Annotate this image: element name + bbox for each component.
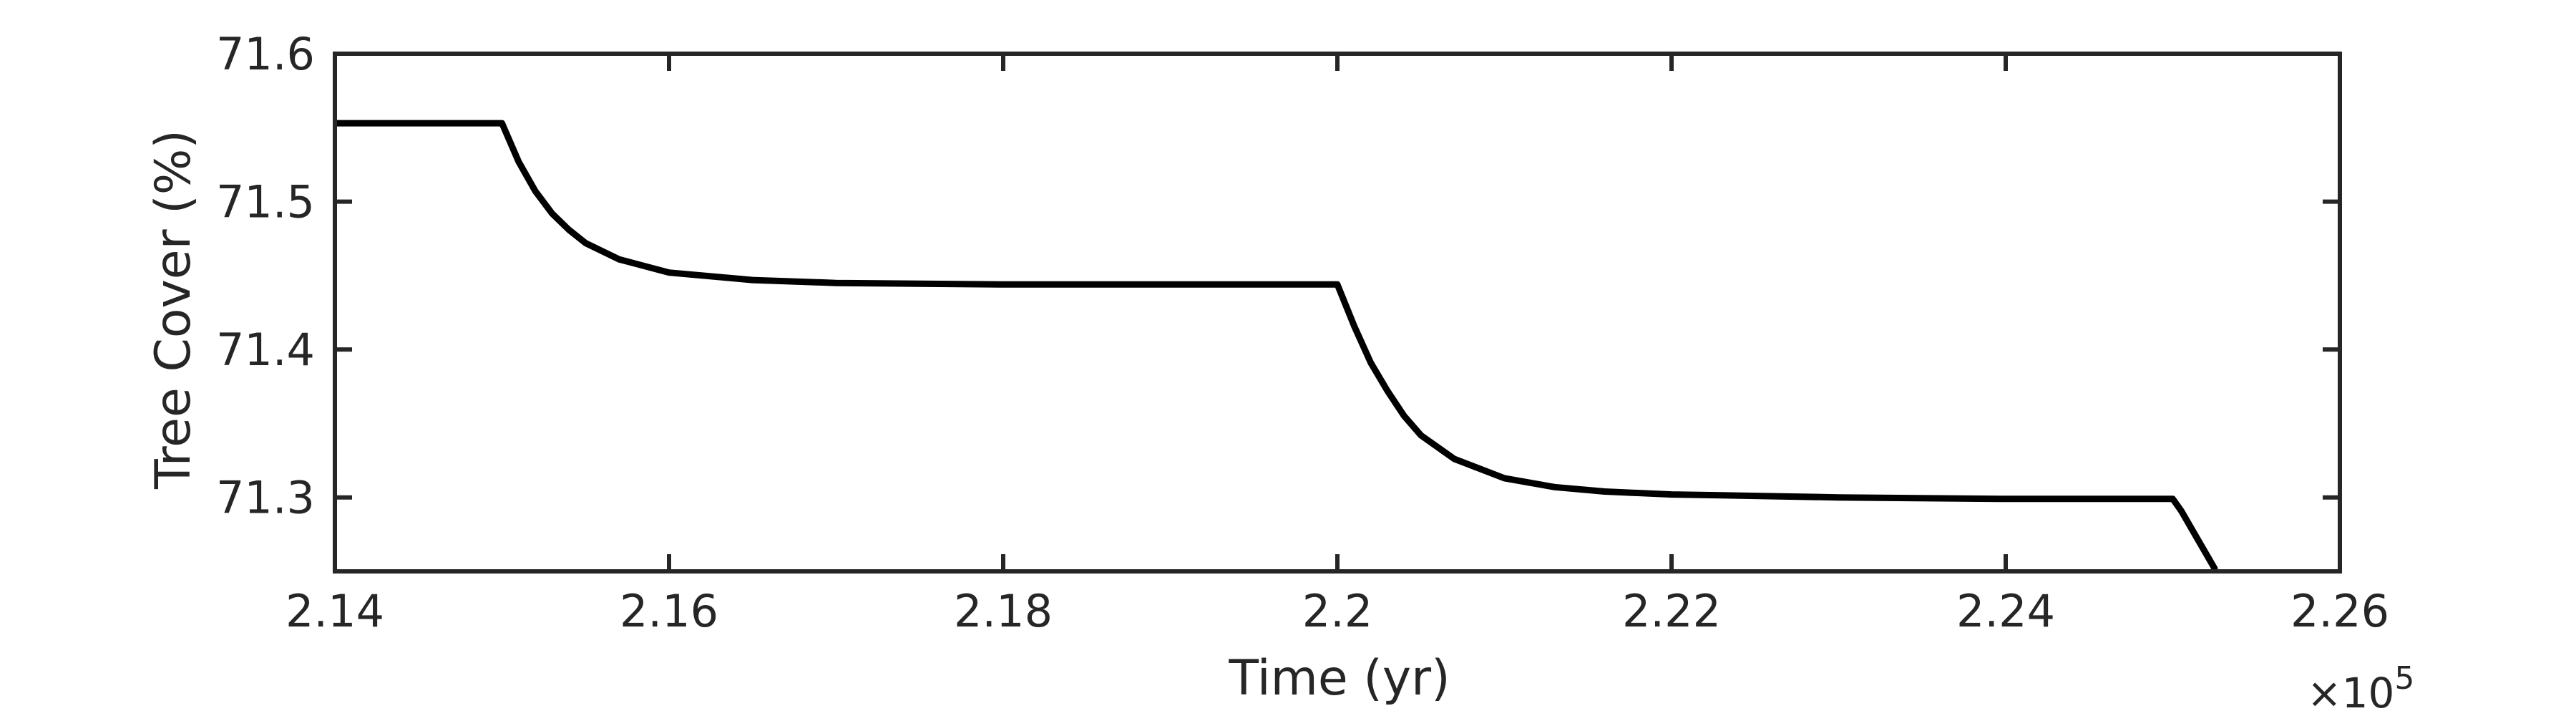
x-axis-label: Time (yr) <box>1228 650 1450 707</box>
plot-area <box>335 120 2218 571</box>
x-tick-label: 2.24 <box>1956 585 2055 637</box>
x-tick-label: 2.22 <box>1622 585 1721 637</box>
x-tick-label: 2.14 <box>286 585 384 637</box>
y-axis-label: Tree Cover (%) <box>145 130 202 490</box>
x-tick-label: 2.18 <box>954 585 1053 637</box>
series-line-0 <box>335 120 2218 571</box>
x-axis-multiplier-base: ×10 <box>2307 669 2394 716</box>
x-tick-label: 2.26 <box>2290 585 2389 637</box>
y-tick-label: 71.6 <box>216 28 315 80</box>
y-tick-label: 71.4 <box>216 324 315 376</box>
axes-box <box>333 52 2342 574</box>
y-tick-label: 71.3 <box>216 472 315 524</box>
x-tick-label: 2.2 <box>1302 585 1373 637</box>
x-axis-multiplier: ×105 <box>2307 660 2414 716</box>
y-tick-label: 71.5 <box>216 176 315 228</box>
axes: 2.14 2.16 2.18 2.2 2.22 2.24 2.26 71.3 71.4 71.5 7… <box>216 28 2389 637</box>
x-axis-multiplier-exponent: 5 <box>2394 660 2414 697</box>
x-tick-label: 2.16 <box>620 585 718 637</box>
